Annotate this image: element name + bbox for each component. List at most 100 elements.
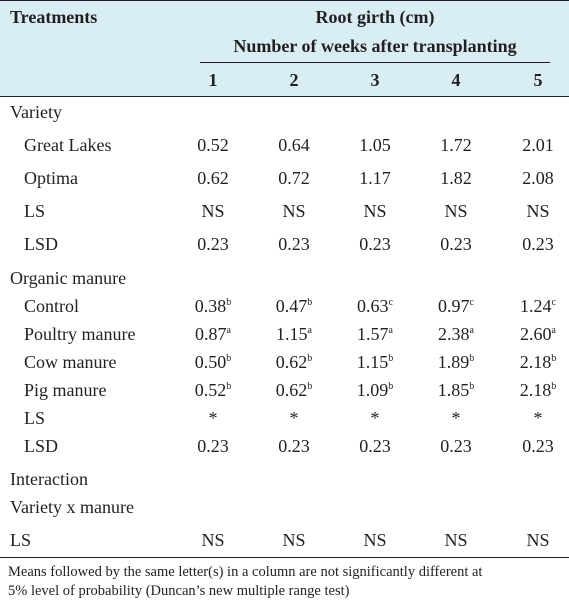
cell-value: NS bbox=[444, 201, 468, 221]
significance-letter: b bbox=[469, 353, 475, 364]
cell-poultry-manure-week-4: 2.38a bbox=[438, 325, 474, 343]
week-3-header: 3 bbox=[370, 70, 380, 90]
cell-value: 0.23 bbox=[359, 436, 391, 456]
cell-value: 0.63 bbox=[357, 296, 389, 316]
cell-cow-manure-week-3: 1.15b bbox=[357, 353, 394, 371]
cell-value: NS bbox=[363, 530, 387, 550]
cell-great-lakes-week-3: 1.05 bbox=[359, 136, 391, 154]
cell-value: * bbox=[370, 408, 380, 428]
section-interaction: Interaction bbox=[10, 469, 88, 489]
cell-manure-lsd-week-1: 0.23 bbox=[197, 437, 229, 455]
row-label-cow-manure: Cow manure bbox=[24, 352, 117, 372]
cell-interaction-ls-week-5: NS bbox=[526, 531, 549, 549]
significance-letter: b bbox=[226, 381, 232, 392]
cell-value: 1.89 bbox=[437, 352, 470, 372]
cell-value: 1.15 bbox=[356, 352, 389, 372]
significance-letter: a bbox=[388, 325, 393, 336]
cell-manure-ls-week-1: * bbox=[209, 409, 218, 427]
cell-value: 1.82 bbox=[440, 168, 472, 188]
cell-optima-week-4: 1.82 bbox=[440, 169, 472, 187]
cell-value: 0.23 bbox=[522, 234, 554, 254]
week-1-header: 1 bbox=[208, 70, 218, 90]
cell-value: 1.05 bbox=[359, 135, 391, 155]
cell-value: 0.23 bbox=[278, 234, 310, 254]
cell-value: 0.52 bbox=[197, 135, 229, 155]
row-label-manure-ls: LS bbox=[24, 408, 46, 428]
cell-value: 2.38 bbox=[438, 324, 470, 344]
cell-value: * bbox=[451, 408, 461, 428]
cell-variety-lsd-week-1: 0.23 bbox=[197, 235, 229, 253]
cell-variety-lsd-week-2: 0.23 bbox=[278, 235, 310, 253]
root-girth-header: Root girth (cm) bbox=[315, 7, 435, 27]
cell-value: 1.85 bbox=[437, 380, 470, 400]
cell-value: NS bbox=[201, 530, 225, 550]
cell-value: 0.64 bbox=[278, 135, 310, 155]
header-rule bbox=[0, 96, 569, 97]
week-5-header: 5 bbox=[533, 70, 543, 90]
cell-value: 0.23 bbox=[197, 234, 229, 254]
footnote-line-2: 5% level of probability (Duncan’s new mu… bbox=[8, 583, 350, 599]
row-label-optima: Optima bbox=[24, 168, 78, 188]
row-label-interaction-ls: LS bbox=[10, 530, 32, 550]
cell-value: 0.72 bbox=[278, 168, 310, 188]
cell-value: 0.47 bbox=[275, 296, 308, 316]
section-organic-manure: Organic manure bbox=[10, 268, 127, 288]
bottom-rule bbox=[0, 557, 569, 558]
cell-interaction-ls-week-2: NS bbox=[282, 531, 305, 549]
cell-control-week-4: 0.97c bbox=[438, 297, 474, 315]
significance-letter: b bbox=[469, 381, 475, 392]
cell-value: 2.60 bbox=[520, 324, 552, 344]
cell-cow-manure-week-1: 0.50b bbox=[195, 353, 232, 371]
section-variety: Variety bbox=[10, 102, 62, 122]
cell-value: NS bbox=[282, 530, 306, 550]
cell-optima-week-1: 0.62 bbox=[197, 169, 229, 187]
cell-poultry-manure-week-5: 2.60a bbox=[520, 325, 556, 343]
cell-variety-lsd-week-5: 0.23 bbox=[522, 235, 554, 253]
cell-value: 0.23 bbox=[440, 436, 472, 456]
cell-manure-lsd-week-2: 0.23 bbox=[278, 437, 310, 455]
cell-great-lakes-week-1: 0.52 bbox=[197, 136, 229, 154]
cell-variety-lsd-week-3: 0.23 bbox=[359, 235, 391, 253]
cell-control-week-3: 0.63c bbox=[357, 297, 393, 315]
cell-value: 1.09 bbox=[356, 380, 389, 400]
row-label-great-lakes: Great Lakes bbox=[24, 135, 112, 155]
section-variety-x-manure: Variety x manure bbox=[10, 497, 134, 517]
cell-value: * bbox=[208, 408, 218, 428]
cell-value: 0.87 bbox=[195, 324, 227, 344]
cell-value: 0.23 bbox=[197, 436, 229, 456]
cell-manure-ls-week-3: * bbox=[371, 409, 380, 427]
cell-value: NS bbox=[363, 201, 387, 221]
cell-manure-lsd-week-3: 0.23 bbox=[359, 437, 391, 455]
cell-value: 0.50 bbox=[194, 352, 227, 372]
cell-value: 0.97 bbox=[438, 296, 470, 316]
cell-variety-ls-week-2: NS bbox=[282, 202, 305, 220]
cell-poultry-manure-week-2: 1.15a bbox=[276, 325, 312, 343]
cell-poultry-manure-week-3: 1.57a bbox=[357, 325, 393, 343]
row-label-pig-manure: Pig manure bbox=[24, 380, 107, 400]
row-label-control: Control bbox=[24, 296, 80, 316]
significance-letter: b bbox=[551, 353, 557, 364]
cell-value: 0.62 bbox=[275, 352, 308, 372]
cell-value: 0.38 bbox=[194, 296, 227, 316]
cell-pig-manure-week-5: 2.18b bbox=[520, 381, 557, 399]
significance-letter: b bbox=[388, 381, 394, 392]
cell-great-lakes-week-4: 1.72 bbox=[440, 136, 472, 154]
row-label-variety-ls: LS bbox=[24, 201, 46, 221]
significance-letter: b bbox=[388, 353, 394, 364]
cell-value: 2.18 bbox=[519, 380, 552, 400]
cell-value: NS bbox=[526, 530, 550, 550]
cell-pig-manure-week-1: 0.52b bbox=[195, 381, 232, 399]
cell-control-week-2: 0.47b bbox=[276, 297, 313, 315]
cell-optima-week-2: 0.72 bbox=[278, 169, 310, 187]
cell-variety-lsd-week-4: 0.23 bbox=[440, 235, 472, 253]
cell-cow-manure-week-2: 0.62b bbox=[276, 353, 313, 371]
significance-letter: c bbox=[388, 297, 393, 308]
cell-cow-manure-week-4: 1.89b bbox=[438, 353, 475, 371]
cell-value: 2.08 bbox=[522, 168, 554, 188]
significance-letter: a bbox=[469, 325, 474, 336]
cell-pig-manure-week-2: 0.62b bbox=[276, 381, 313, 399]
cell-value: 0.23 bbox=[440, 234, 472, 254]
cell-interaction-ls-week-4: NS bbox=[444, 531, 467, 549]
cell-value: 0.52 bbox=[194, 380, 227, 400]
cell-manure-ls-week-5: * bbox=[534, 409, 543, 427]
